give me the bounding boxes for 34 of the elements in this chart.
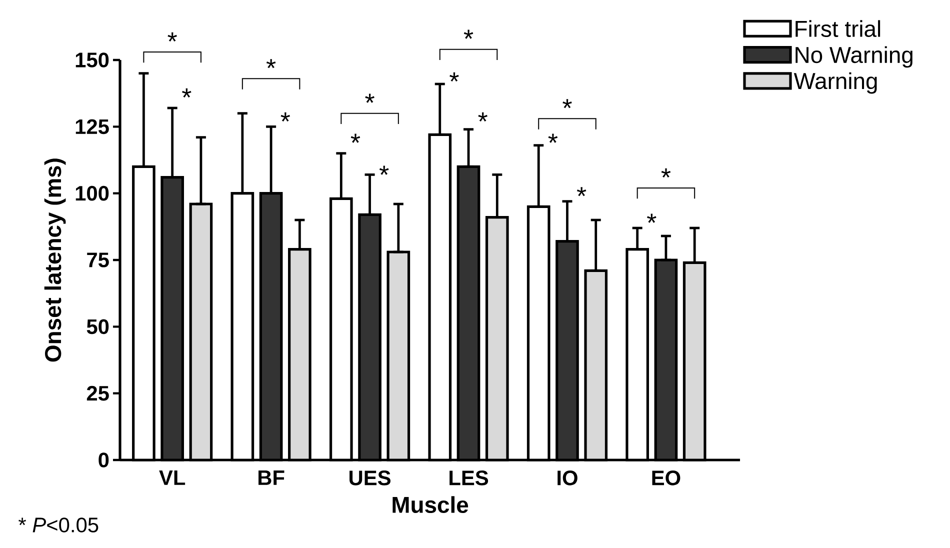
legend-label: Warning: [794, 72, 877, 94]
x-tick-label: IO: [558, 470, 578, 486]
annotation: *: [647, 214, 656, 223]
annotation: *: [266, 59, 276, 68]
text: *: [168, 32, 177, 42]
y-tick-label: 150: [76, 52, 109, 68]
y-tick-label: 50: [86, 319, 109, 334]
annotation: *: [576, 187, 586, 196]
x-tick-label: VL: [159, 470, 186, 485]
annotation: *: [379, 166, 389, 175]
annotation: *: [182, 88, 192, 98]
text: *: [464, 30, 474, 39]
x-axis-title: Muscle: [392, 496, 468, 513]
annotation: *: [562, 99, 572, 108]
x-tick-label: BF: [258, 470, 284, 485]
y-axis-title: Onset latency (ms): [44, 158, 66, 362]
legend-label: First trial: [796, 20, 880, 37]
y-tick-label: 0: [98, 452, 109, 468]
annotation: *: [350, 134, 360, 143]
annotation: *: [280, 112, 290, 122]
annotation: *: [548, 134, 558, 143]
x-tick-label: UES: [350, 470, 390, 486]
y-tick-label: 75: [87, 252, 109, 268]
y-tick-label: 100: [76, 186, 109, 201]
x-tick-label: EO: [652, 470, 680, 486]
x-tick-label: LES: [450, 470, 488, 486]
y-tick-label: 125: [76, 119, 109, 134]
legend-label: No Warning: [796, 46, 912, 68]
text: *P<0.05: [18, 518, 98, 532]
annotation: *: [450, 72, 459, 82]
y-tick-label: 25: [86, 386, 109, 401]
annotation: *: [365, 94, 374, 103]
annotation: *: [478, 112, 488, 122]
annotation: *: [661, 168, 671, 178]
